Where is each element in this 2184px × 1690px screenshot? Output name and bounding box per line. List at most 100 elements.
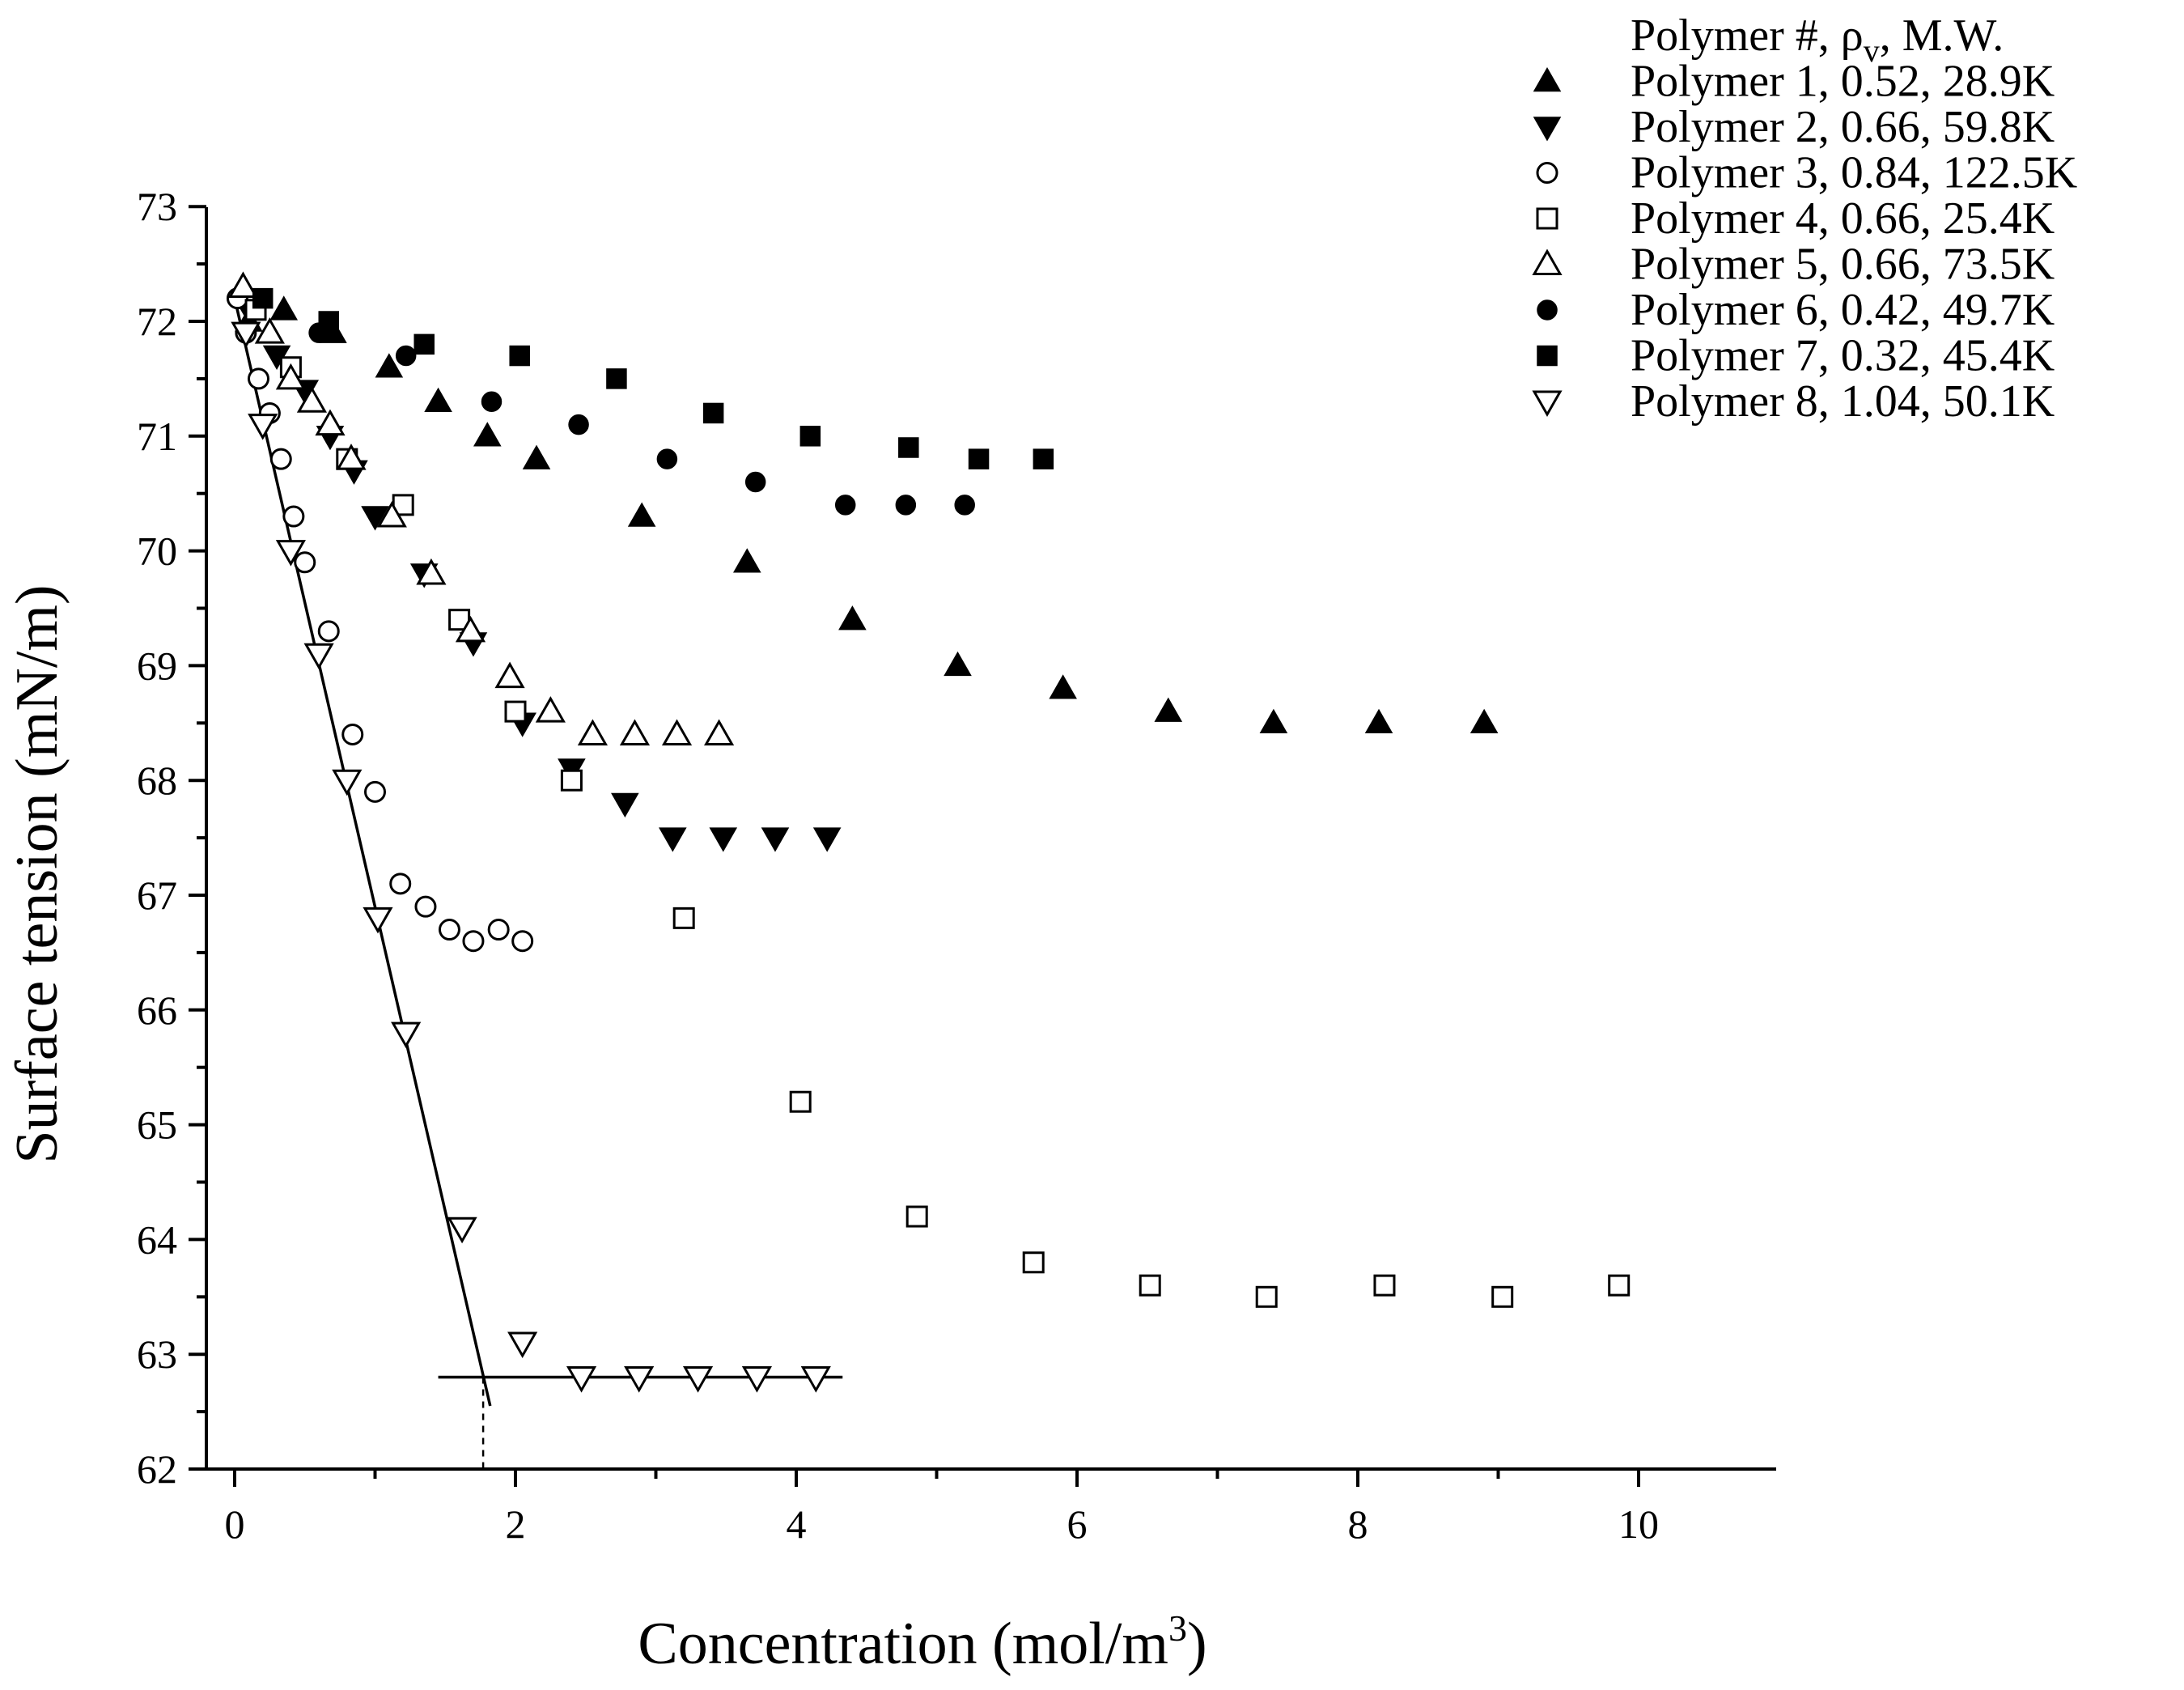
x-tick-label: 8 [1348,1501,1368,1547]
data-point [812,827,842,852]
data-point [709,827,738,852]
legend-marker [1532,248,1563,275]
data-point [703,719,735,745]
data-point [682,1366,714,1393]
data-point [455,615,486,643]
data-point [275,363,306,390]
data-point [504,700,527,723]
y-tick-label: 64 [137,1217,177,1262]
data-point [363,907,393,934]
data-point [462,930,485,953]
legend-entry: Polymer 7, 0.32, 45.4K [1537,331,2055,381]
data-point [481,391,503,413]
data-point [315,409,346,436]
data-point [606,368,627,389]
y-tick-label: 67 [137,873,177,918]
data-point [341,723,364,745]
legend-marker [1536,207,1558,230]
series-polymer-7 [252,287,1054,469]
legend-entry: Polymer 2, 0.66, 59.8K [1533,102,2055,152]
legend-title-sub: v [1864,32,1880,69]
data-point [231,321,261,349]
data-point [227,271,258,298]
series-polymer-4 [244,299,1631,1308]
data-point [577,719,609,745]
data-point [895,495,917,516]
data-point [494,661,525,689]
data-point [391,1021,422,1049]
y-tick-label: 73 [137,184,177,229]
legend-entry: Polymer 4, 0.66, 25.4K [1536,193,2055,244]
data-point [361,506,389,531]
series-polymer-3 [226,287,534,953]
data-point [511,930,534,953]
data-point [1255,1285,1278,1308]
data-point [624,1366,655,1393]
legend-label: Polymer 6, 0.42, 49.7K [1631,285,2055,335]
data-point [834,495,856,516]
data-point [619,719,651,745]
data-point [375,353,404,378]
legend-label: Polymer 1, 0.52, 28.9K [1631,57,2055,107]
data-point [507,1331,538,1359]
data-point [744,471,766,493]
series-polymer-1 [235,295,1499,734]
data-point [252,287,274,309]
data-point [332,769,363,796]
y-tick-label: 72 [137,299,177,344]
y-tick-label: 62 [137,1446,177,1492]
data-point [1259,708,1288,734]
data-point [838,605,867,631]
data-point [800,1366,831,1393]
data-point [1022,1251,1045,1274]
legend-title: Polymer #, ρv, M.W. [1631,11,2004,69]
data-point [487,919,510,941]
data-point [473,422,502,447]
series-polymer-8 [231,321,831,1393]
data-point [1364,708,1393,734]
x-axis-title-main: Concentration (mol/m [638,1611,1168,1677]
data-point [424,387,452,413]
x-axis-title-end: ) [1187,1611,1207,1677]
data-point [414,895,437,918]
data-point [1491,1285,1514,1308]
data-points [226,271,1631,1393]
legend-entry: Polymer 3, 0.84, 122.5K [1536,148,2077,198]
legend-marker [1536,162,1558,184]
legend-marker [1537,299,1558,321]
data-point [1469,708,1499,734]
data-point [317,620,340,643]
data-point [413,333,435,355]
data-point [522,444,551,469]
data-point [1608,1274,1631,1297]
data-point [294,551,316,574]
data-point [702,402,724,424]
data-point [954,495,975,516]
data-point [269,448,292,470]
data-point [438,919,460,941]
x-tick-label: 4 [787,1501,807,1547]
legend-marker [1532,390,1563,418]
data-point [535,696,566,723]
legend-entry: Polymer 1, 0.52, 28.9K [1533,57,2055,107]
series-polymer-5 [227,271,735,745]
data-point [254,317,285,344]
data-point [336,444,367,470]
y-tick-label: 70 [137,529,177,574]
data-point [509,345,530,367]
x-axis-title-sup: 3 [1168,1607,1187,1649]
x-tick-label: 2 [506,1501,526,1547]
data-point [560,769,583,792]
legend-label: Polymer 3, 0.84, 122.5K [1631,148,2077,198]
legend-label: Polymer 2, 0.66, 59.8K [1631,102,2055,152]
series-polymer-6 [308,322,975,516]
data-point [661,719,693,745]
data-point [761,827,790,852]
steep-fit-line [233,298,492,1407]
data-point [376,501,407,528]
data-point [627,502,656,527]
data-point [1139,1274,1161,1297]
x-axis-title: Concentration (mol/m3) [638,1607,1207,1677]
data-point [905,1205,928,1228]
legend-label: Polymer 7, 0.32, 45.4K [1631,331,2055,381]
